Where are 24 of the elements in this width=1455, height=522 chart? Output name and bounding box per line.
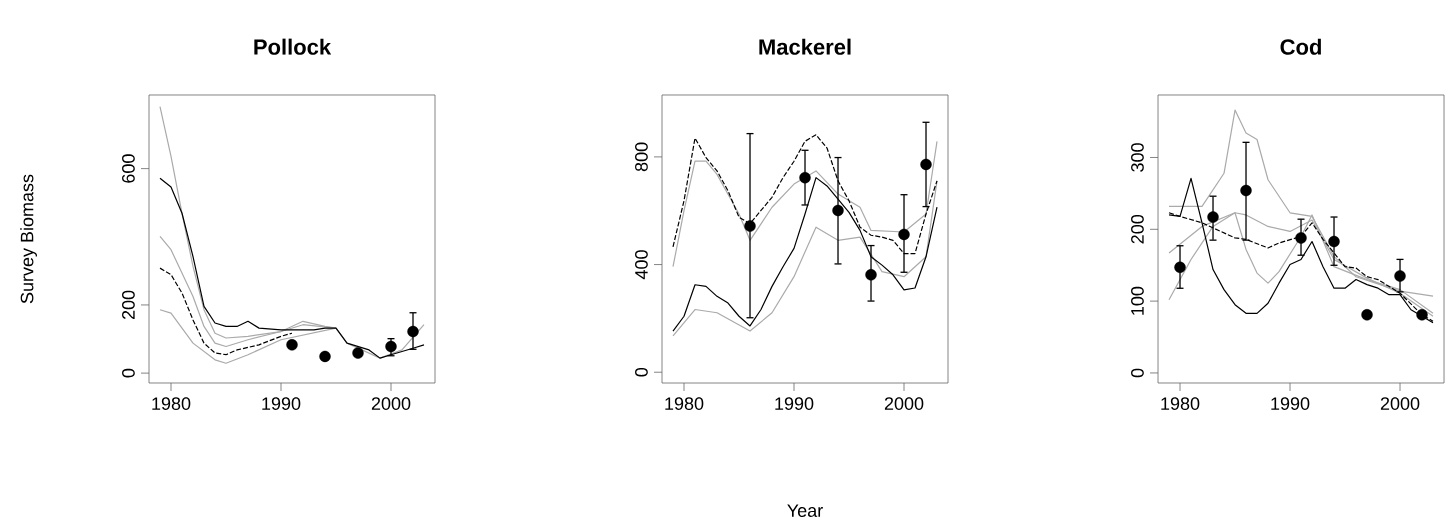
- x-tick-label: 2000: [371, 397, 411, 410]
- y-tick-label: 400: [635, 250, 648, 280]
- y-tick-label: 600: [122, 154, 135, 183]
- y-axis-title: Survey Biomass: [20, 174, 37, 304]
- y-tick-label: 0: [635, 367, 648, 377]
- y-tick-label: 300: [1131, 143, 1144, 172]
- x-tick-label: 1980: [152, 397, 191, 410]
- x-tick-label: 2000: [884, 397, 924, 410]
- x-axis-title: Year: [787, 504, 823, 517]
- y-tick-label: 0: [122, 368, 135, 378]
- x-tick-label: 1980: [665, 397, 704, 410]
- x-tick-label: 1990: [262, 397, 301, 410]
- x-tick-label: 1980: [1161, 397, 1200, 410]
- x-tick-label: 2000: [1380, 397, 1420, 410]
- x-tick-label: 1990: [1271, 397, 1310, 410]
- chart-title: Mackerel: [759, 38, 851, 55]
- y-tick-label: 0: [1131, 368, 1144, 378]
- chart-title: Cod: [1280, 38, 1321, 55]
- y-tick-label: 100: [1131, 286, 1144, 315]
- y-tick-label: 200: [122, 290, 135, 320]
- y-tick-label: 200: [1131, 214, 1144, 244]
- chart-title: Pollock: [254, 38, 332, 55]
- y-tick-label: 800: [635, 142, 648, 172]
- x-tick-label: 1990: [775, 397, 814, 410]
